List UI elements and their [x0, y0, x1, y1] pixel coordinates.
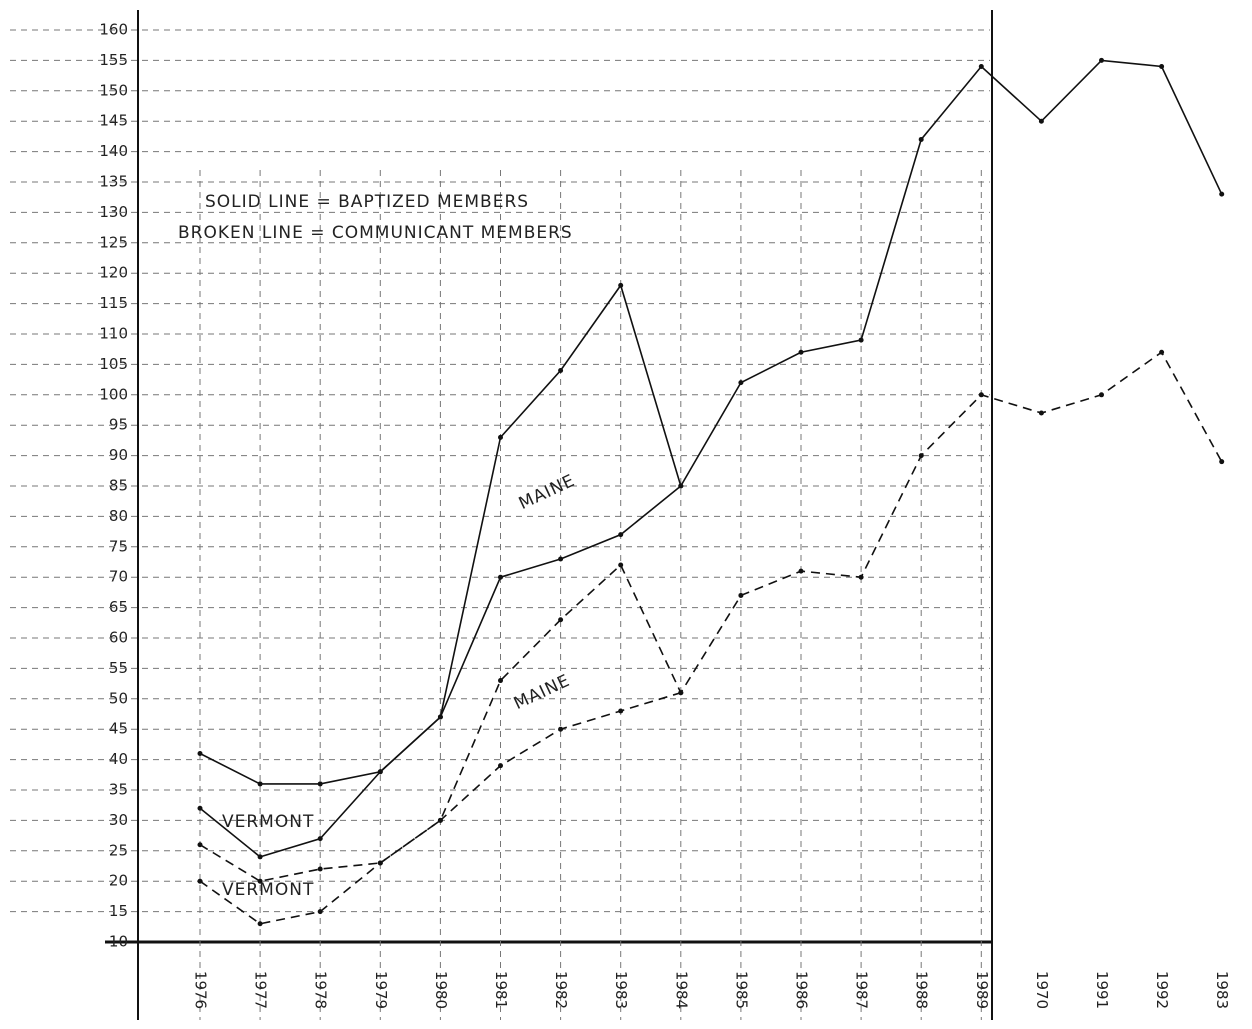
x-tick-label: 1979: [372, 971, 390, 1009]
point: [558, 368, 563, 373]
x-tick-label: 1977: [252, 971, 270, 1009]
annotation: SOLID LINE = BAPTIZED MEMBERS: [205, 192, 529, 212]
point: [1039, 411, 1044, 416]
x-tick-label: 1987: [853, 971, 871, 1009]
point: [919, 137, 924, 142]
point: [258, 921, 263, 926]
annotation: MAINE: [511, 671, 574, 714]
x-tick-label: 1981: [492, 971, 510, 1009]
point: [859, 575, 864, 580]
point: [318, 781, 323, 786]
x-tick-label: 1982: [552, 971, 570, 1009]
x-tick-label: 1989: [973, 971, 991, 1009]
point: [738, 380, 743, 385]
point: [198, 806, 203, 811]
point: [618, 283, 623, 288]
point: [318, 909, 323, 914]
point: [738, 593, 743, 598]
annotation: BROKEN LINE = COMMUNICANT MEMBERS: [178, 223, 573, 243]
point: [979, 64, 984, 69]
x-tick-label: 1970: [1033, 971, 1051, 1009]
point: [1159, 350, 1164, 355]
point: [558, 556, 563, 561]
x-tick-label: 1985: [732, 971, 750, 1009]
x-tick-label: 1991: [1093, 971, 1111, 1009]
point: [198, 879, 203, 884]
x-tick-label: 1983: [1213, 971, 1231, 1009]
x-tick-label: 1986: [793, 971, 811, 1009]
point: [678, 484, 683, 489]
annotation: VERMONT: [222, 880, 314, 900]
point: [498, 435, 503, 440]
x-tick-label: 1980: [432, 971, 450, 1009]
point: [318, 836, 323, 841]
point: [1219, 192, 1224, 197]
point: [618, 532, 623, 537]
point: [618, 563, 623, 568]
point: [258, 781, 263, 786]
point: [1099, 392, 1104, 397]
x-tick-label: 1983: [612, 971, 630, 1009]
point: [198, 842, 203, 847]
point: [378, 769, 383, 774]
point: [979, 392, 984, 397]
point: [678, 690, 683, 695]
annotation: VERMONT: [222, 812, 314, 832]
point: [1219, 459, 1224, 464]
point: [198, 751, 203, 756]
point: [438, 818, 443, 823]
x-tick-label: 1978: [312, 971, 330, 1009]
point: [1159, 64, 1164, 69]
chart: 1015202530354045505560657075808590951001…: [0, 0, 1252, 1029]
point: [799, 350, 804, 355]
annotation: MAINE: [516, 471, 579, 514]
x-tick-label: 1984: [672, 971, 690, 1009]
point: [378, 860, 383, 865]
point: [919, 453, 924, 458]
point: [498, 575, 503, 580]
x-tick-label: 1976: [192, 971, 210, 1009]
point: [258, 854, 263, 859]
point: [618, 708, 623, 713]
point: [438, 715, 443, 720]
x-tick-label: 1988: [913, 971, 931, 1009]
point: [1039, 119, 1044, 124]
point: [859, 338, 864, 343]
x-tick-label: 1992: [1153, 971, 1171, 1009]
point: [498, 678, 503, 683]
point: [558, 617, 563, 622]
point: [498, 763, 503, 768]
y-tick-label: 10: [109, 933, 128, 951]
point: [558, 727, 563, 732]
point: [799, 569, 804, 574]
point: [1099, 58, 1104, 63]
point: [318, 867, 323, 872]
series-line: [200, 60, 1222, 784]
